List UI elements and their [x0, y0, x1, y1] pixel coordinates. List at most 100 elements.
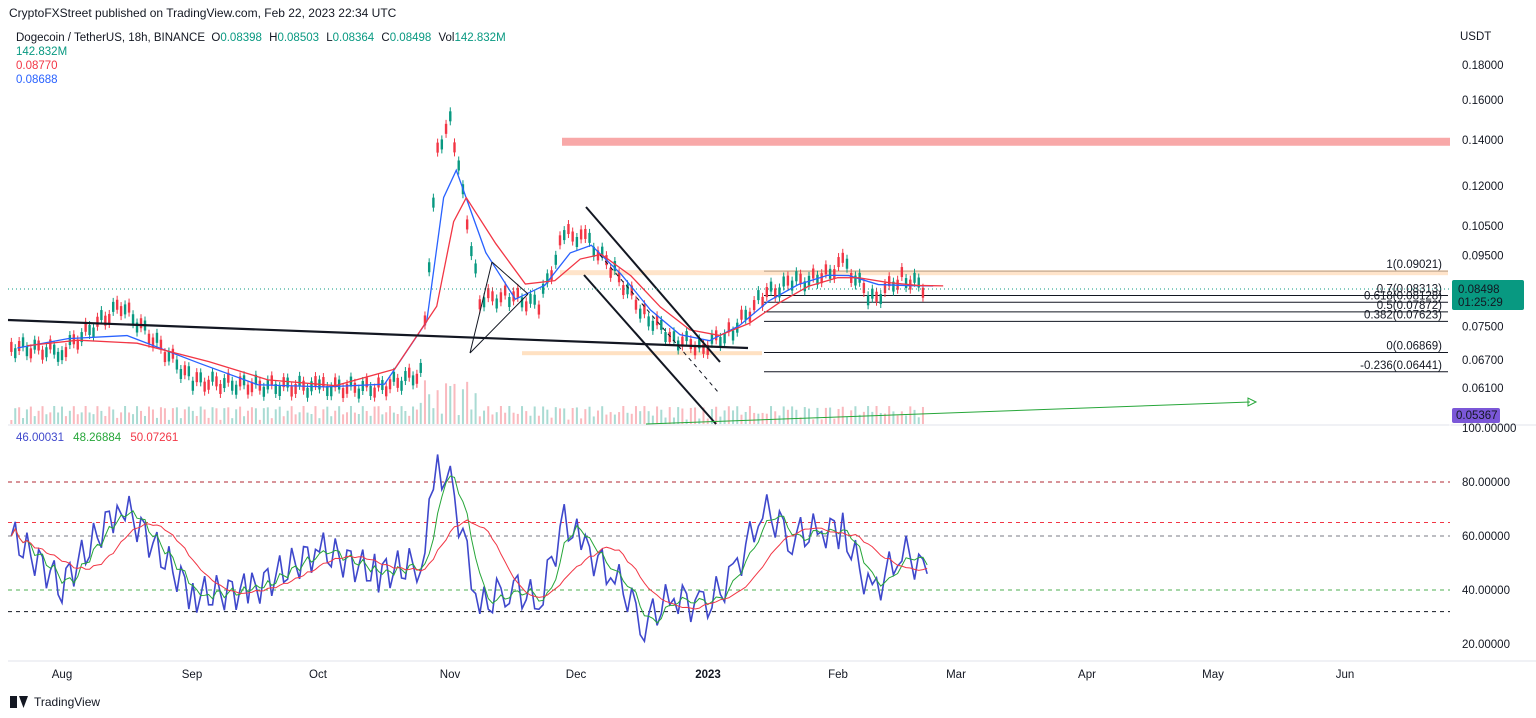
candle-body [53, 344, 56, 355]
volume-bar [470, 409, 473, 424]
candle-body [112, 301, 115, 312]
channel-mid-line [599, 254, 719, 393]
candle-body [211, 371, 214, 382]
candle-body [449, 111, 452, 122]
candle-body [396, 377, 399, 388]
volume-bar [647, 411, 650, 424]
fib-level-label: 0.382(0.07623) [1364, 309, 1442, 321]
volume-bar [723, 410, 726, 424]
volume-bar [588, 406, 591, 424]
volume-tag-value: 0.05367 [1456, 410, 1498, 422]
high-value: 0.08503 [277, 32, 320, 44]
volume-bar [575, 407, 578, 424]
fib-level-label: 0.7(0.08313) [1377, 284, 1442, 296]
volume-bar [786, 409, 789, 424]
volume-bar [10, 420, 13, 424]
volume-bar [432, 408, 435, 424]
volume-bar [41, 406, 44, 424]
price-legend: Dogecoin / TetherUS, 18h, BINANCE O 0.083… [16, 31, 510, 87]
candle-body [638, 308, 642, 319]
candle-body [41, 349, 44, 360]
footer-brand[interactable]: TradingView [10, 695, 100, 709]
candle-body [21, 337, 25, 348]
candle-body [381, 380, 384, 391]
candle-body [634, 299, 638, 310]
candle-body [790, 280, 794, 291]
candle-body [571, 231, 574, 242]
candle-body [322, 377, 325, 388]
low-value: 0.08364 [332, 32, 375, 44]
candle-body [64, 347, 68, 358]
volume-bar [286, 410, 289, 424]
candle-body [516, 287, 520, 298]
volume-bar [672, 417, 675, 424]
volume-bar [294, 414, 297, 424]
volume-bar [18, 407, 21, 424]
volume-bar [151, 409, 154, 424]
rsi-slow-line [10, 519, 928, 610]
price-tag [1452, 279, 1524, 310]
rsi-line [10, 454, 928, 644]
volume-bar [537, 415, 540, 424]
candle-body [68, 335, 72, 346]
open-label: O [211, 32, 221, 44]
ma-slow-value: 0.08770 [16, 60, 58, 72]
candle-body [837, 257, 840, 268]
volume-label: Vol [438, 32, 455, 44]
volume-bar [179, 418, 182, 424]
volume-bar [92, 414, 95, 424]
candle-body [731, 330, 735, 341]
volume-bar [630, 413, 633, 424]
candle-body [282, 377, 285, 388]
volume-bar [816, 407, 819, 424]
volume-bar [601, 406, 604, 424]
volume-bar [871, 411, 874, 424]
volume-bar [96, 406, 99, 424]
volume-bar [478, 416, 481, 424]
volume-bar [651, 415, 654, 424]
candle-body [45, 347, 48, 358]
volume-bar [155, 417, 158, 424]
volume-bar [681, 408, 684, 424]
volume-bar [580, 418, 583, 424]
candle-body [769, 281, 773, 292]
candle-body [392, 371, 396, 382]
candle-body [250, 382, 254, 393]
volume-bar [211, 407, 214, 424]
candle-body [29, 348, 33, 359]
volume-bar [396, 414, 399, 424]
candle-body [385, 386, 388, 397]
volume-tag [1452, 408, 1500, 423]
candle-body [601, 246, 604, 257]
candle-body [541, 283, 545, 294]
candle-body [879, 294, 882, 305]
volume-bar [508, 406, 511, 424]
volume-bar [338, 406, 341, 424]
volume-bar [748, 406, 751, 424]
symbol-title[interactable]: Dogecoin / TetherUS, 18h, BINANCE [16, 32, 205, 44]
volume-bar [715, 406, 718, 424]
volume-bar [175, 407, 178, 424]
candle-body [698, 338, 701, 349]
volume-bar [250, 407, 253, 424]
candle-body [17, 341, 21, 352]
candle-body [719, 336, 722, 347]
volume-bar [223, 408, 226, 424]
volume-bar [231, 418, 234, 424]
volume-bar [191, 410, 194, 424]
price-axis-tick: 0.12000 [1462, 181, 1504, 193]
volume-bar [310, 414, 313, 424]
candle-body [419, 362, 422, 373]
wedge-line-left [469, 261, 493, 354]
candle-body [278, 386, 281, 397]
volume-bar [334, 410, 337, 424]
fib-top-zone [560, 270, 1448, 276]
volume-bar [921, 406, 924, 424]
candle-body [427, 262, 431, 273]
resistance-zone [562, 137, 1450, 146]
volume-bar [660, 409, 663, 424]
volume-bar [306, 412, 309, 424]
volume-bar [803, 407, 806, 424]
volume-bar [88, 412, 91, 424]
